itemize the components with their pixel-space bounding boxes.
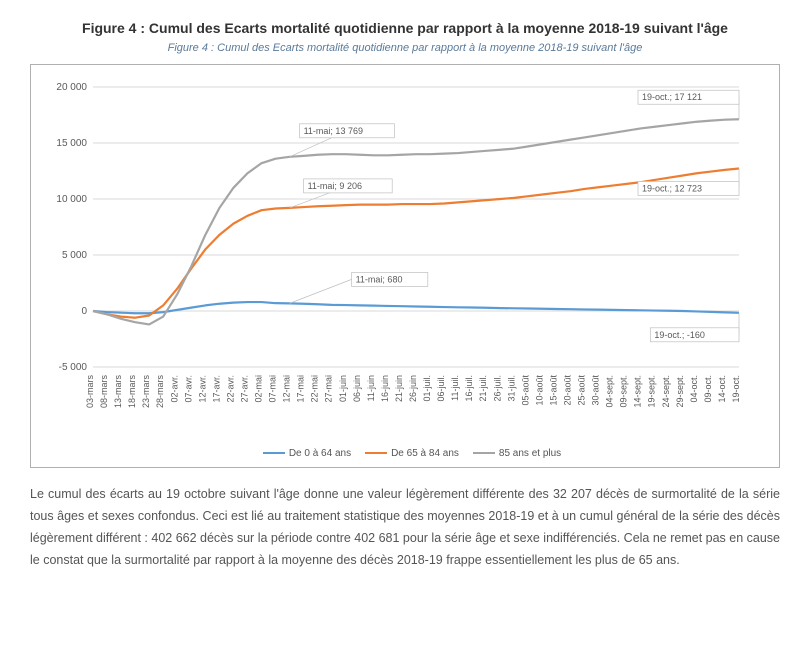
svg-text:11-mai; 680: 11-mai; 680	[356, 274, 403, 284]
svg-text:29-sept.: 29-sept.	[675, 375, 685, 408]
svg-text:15-août: 15-août	[548, 375, 558, 406]
svg-text:10-août: 10-août	[534, 375, 544, 406]
legend-label: 85 ans et plus	[499, 448, 561, 459]
svg-text:13-mars: 13-mars	[113, 375, 123, 409]
legend-swatch	[365, 452, 387, 454]
svg-text:04-sept.: 04-sept.	[605, 375, 615, 408]
svg-text:24-sept.: 24-sept.	[661, 375, 671, 408]
svg-text:06-juil.: 06-juil.	[436, 375, 446, 402]
svg-text:15 000: 15 000	[56, 138, 87, 149]
svg-text:10 000: 10 000	[56, 194, 87, 205]
svg-text:21-juil.: 21-juil.	[478, 375, 488, 402]
svg-text:17-mai: 17-mai	[296, 375, 306, 403]
svg-text:08-mars: 08-mars	[99, 375, 109, 409]
svg-text:16-juil.: 16-juil.	[464, 375, 474, 402]
legend: De 0 à 64 ans De 65 à 84 ans 85 ans et plu…	[39, 442, 771, 459]
svg-text:02-mai: 02-mai	[254, 375, 264, 403]
svg-text:01-juil.: 01-juil.	[422, 375, 432, 402]
svg-text:30-août: 30-août	[591, 375, 601, 406]
svg-text:14-oct.: 14-oct.	[717, 375, 727, 403]
svg-text:02-avr.: 02-avr.	[169, 375, 179, 403]
svg-text:19-oct.; -160: 19-oct.; -160	[654, 330, 705, 340]
page-title: Figure 4 : Cumul des Ecarts mortalité qu…	[30, 20, 780, 36]
svg-text:20-août: 20-août	[562, 375, 572, 406]
svg-text:07-mai: 07-mai	[268, 375, 278, 403]
svg-text:23-mars: 23-mars	[141, 375, 151, 409]
svg-text:26-juin: 26-juin	[408, 375, 418, 402]
svg-text:22-mai: 22-mai	[310, 375, 320, 403]
svg-text:19-oct.; 12 723: 19-oct.; 12 723	[642, 184, 702, 194]
svg-text:06-juin: 06-juin	[352, 375, 362, 402]
svg-text:31-juil.: 31-juil.	[506, 375, 516, 402]
svg-text:5 000: 5 000	[62, 250, 87, 261]
svg-text:11-juin: 11-juin	[366, 375, 376, 401]
svg-text:11-mai; 9 206: 11-mai; 9 206	[308, 181, 362, 191]
svg-text:26-juil.: 26-juil.	[492, 375, 502, 402]
svg-text:03-mars: 03-mars	[85, 375, 95, 409]
svg-text:11-mai; 13 769: 11-mai; 13 769	[304, 126, 363, 136]
svg-text:21-juin: 21-juin	[394, 375, 404, 402]
legend-swatch	[473, 452, 495, 454]
svg-text:28-mars: 28-mars	[155, 375, 165, 409]
svg-text:19-oct.; 17 121: 19-oct.; 17 121	[642, 92, 702, 102]
svg-text:18-mars: 18-mars	[127, 375, 137, 409]
svg-text:16-juin: 16-juin	[380, 375, 390, 402]
body-paragraph: Le cumul des écarts au 19 octobre suivan…	[30, 484, 780, 572]
svg-text:14-sept.: 14-sept.	[633, 375, 643, 408]
chart-subtitle: Figure 4 : Cumul des Ecarts mortalité qu…	[30, 42, 780, 54]
chart-container: -5 000 0 5 000 10 000 15 000 20 000 03-mars 08-…	[30, 64, 780, 468]
svg-text:-5 000: -5 000	[59, 362, 88, 373]
legend-label: De 65 à 84 ans	[391, 448, 459, 459]
svg-text:0: 0	[81, 306, 87, 317]
svg-text:05-août: 05-août	[520, 375, 530, 406]
legend-label: De 0 à 64 ans	[289, 448, 351, 459]
legend-swatch	[263, 452, 285, 454]
svg-text:12-mai: 12-mai	[282, 375, 292, 403]
svg-text:04-oct.: 04-oct.	[689, 375, 699, 403]
svg-text:01-juin: 01-juin	[338, 375, 348, 402]
line-chart: -5 000 0 5 000 10 000 15 000 20 000 03-mars 08-…	[39, 77, 759, 437]
svg-text:27-avr.: 27-avr.	[239, 375, 249, 403]
svg-text:25-août: 25-août	[577, 375, 587, 406]
svg-text:07-avr.: 07-avr.	[183, 375, 193, 403]
svg-text:19-sept.: 19-sept.	[647, 375, 657, 408]
svg-text:27-mai: 27-mai	[324, 375, 334, 403]
svg-text:22-avr.: 22-avr.	[225, 375, 235, 403]
svg-text:19-oct.: 19-oct.	[731, 375, 741, 403]
svg-text:09-sept.: 09-sept.	[619, 375, 629, 408]
svg-text:11-juil.: 11-juil.	[450, 375, 460, 401]
svg-text:09-oct.: 09-oct.	[703, 375, 713, 403]
svg-text:20 000: 20 000	[56, 82, 87, 93]
svg-text:12-avr.: 12-avr.	[197, 375, 207, 403]
svg-text:17-avr.: 17-avr.	[211, 375, 221, 403]
